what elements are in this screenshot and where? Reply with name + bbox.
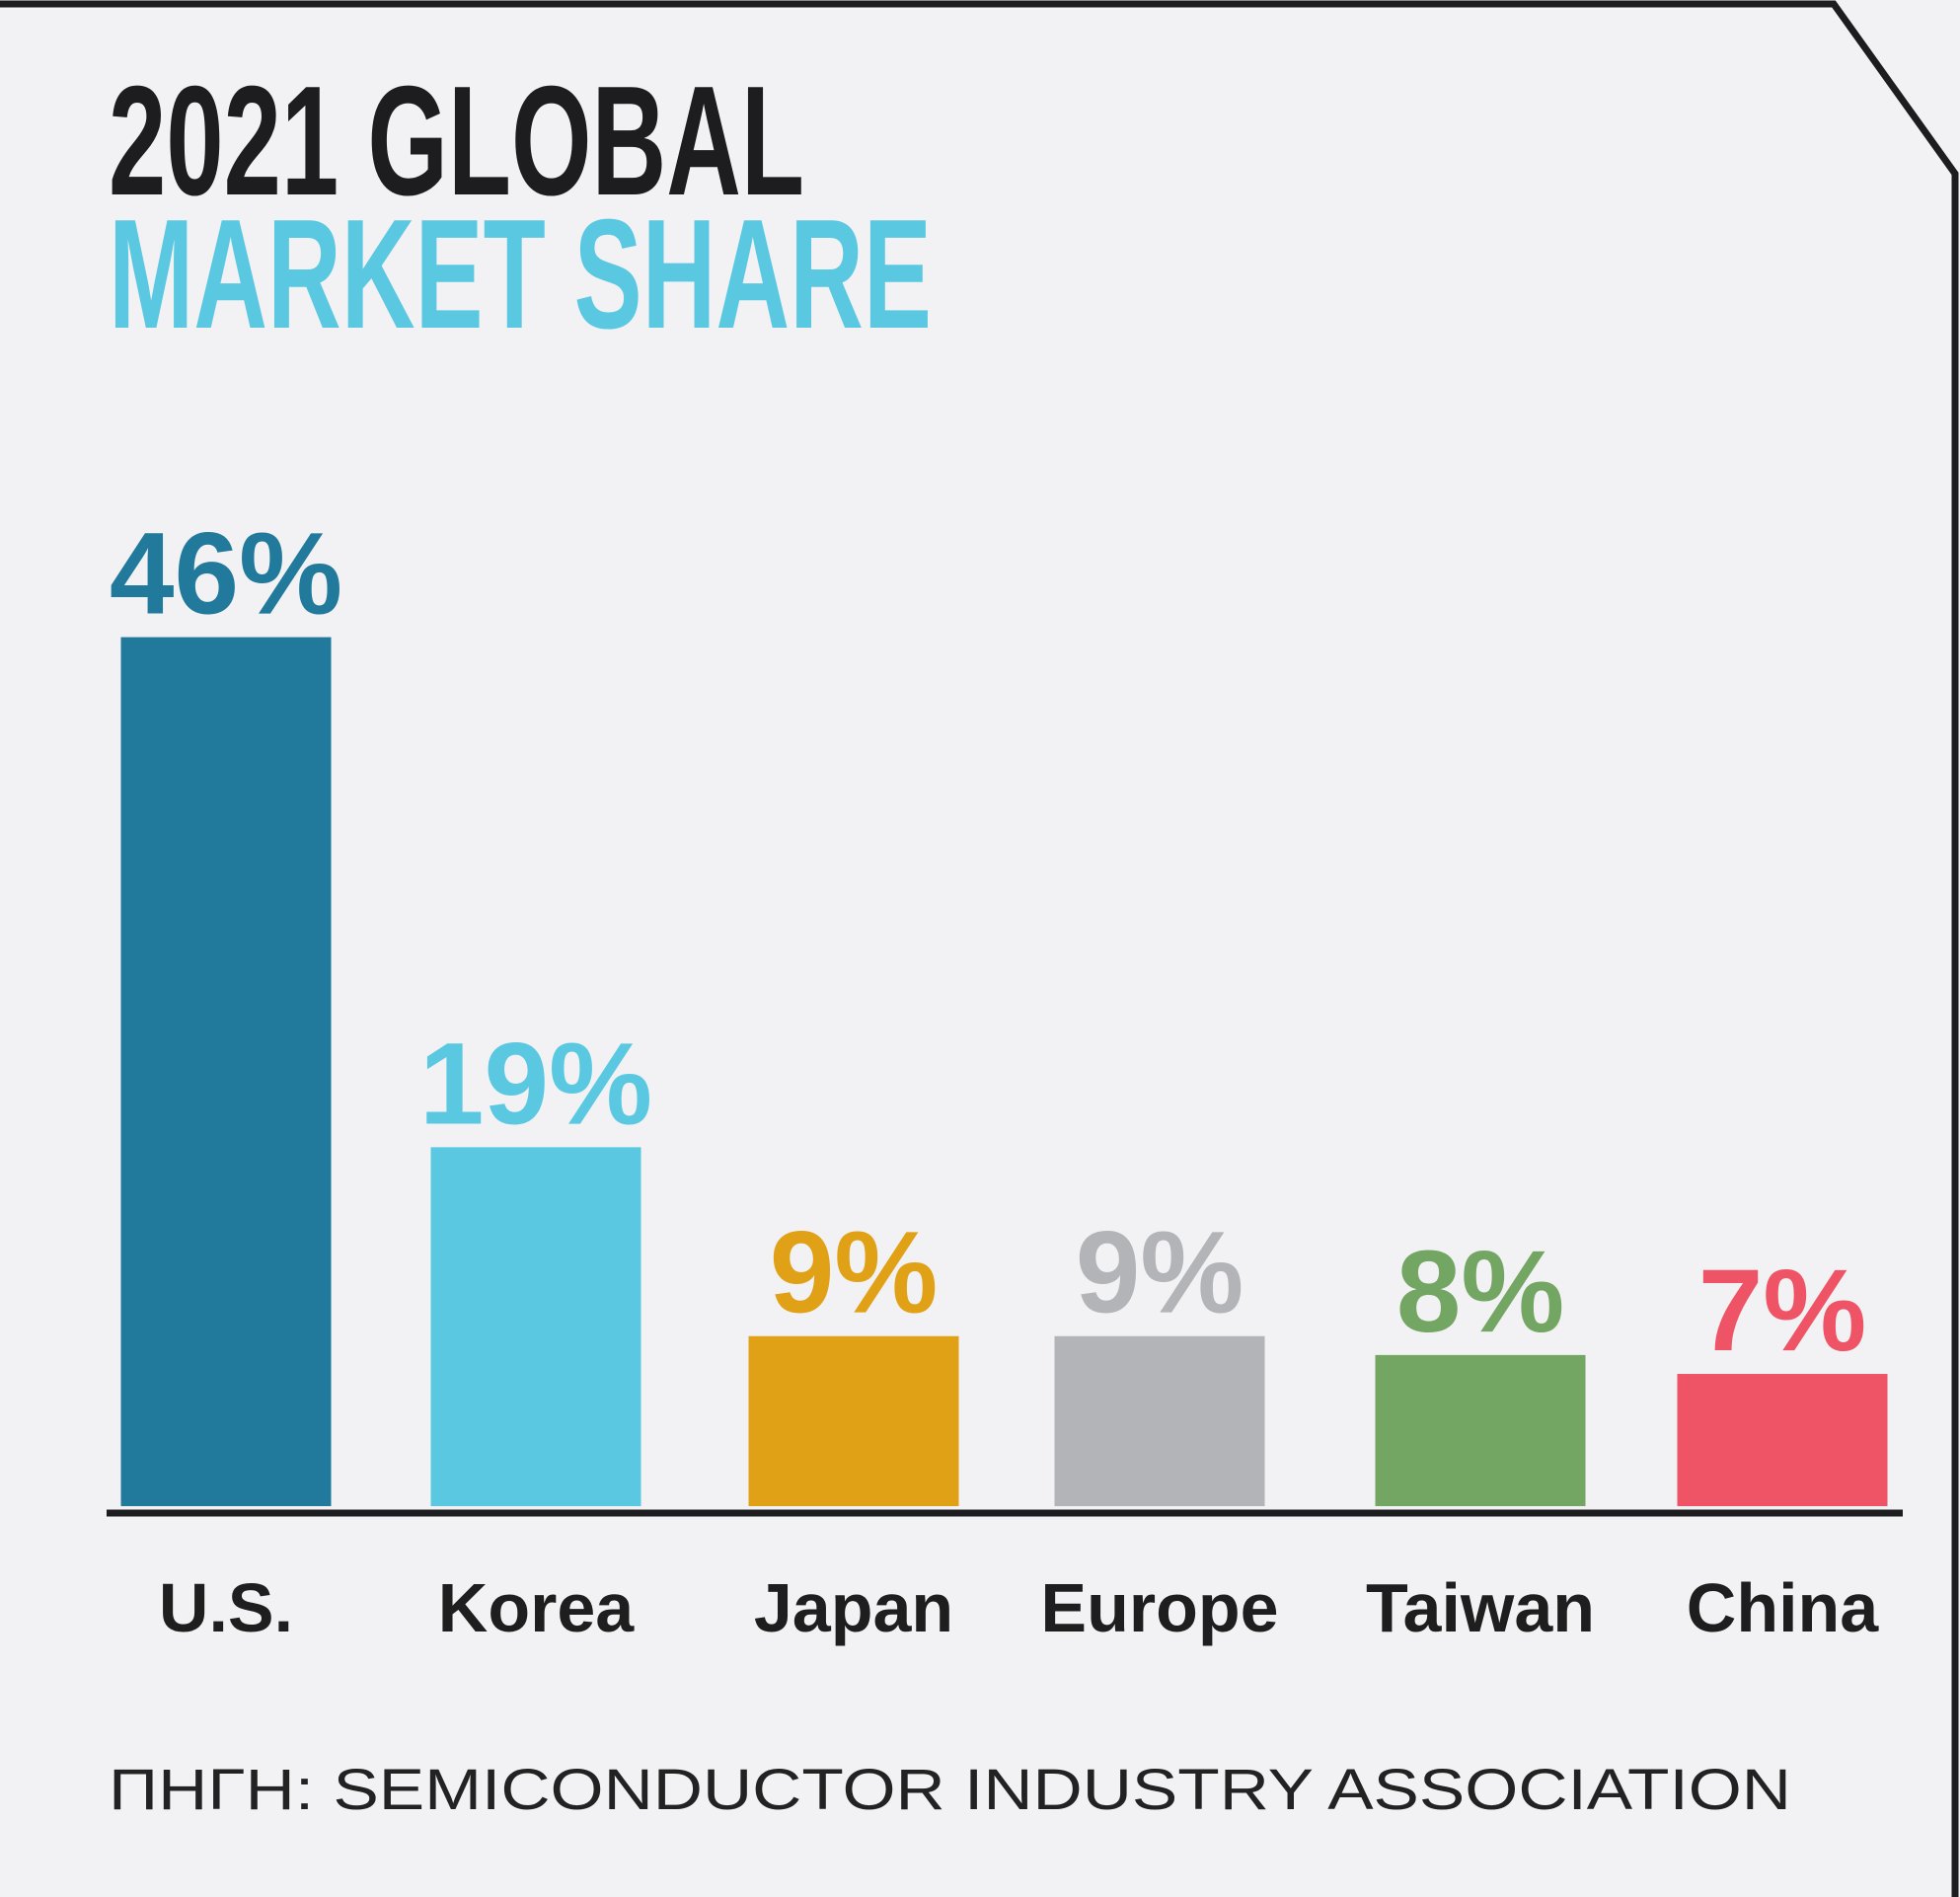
x-tick-label: Korea [438,1569,635,1646]
value-label: 7% [1698,1246,1867,1376]
bar [1375,1354,1586,1506]
bar [1054,1335,1265,1506]
value-label: 19% [419,1019,652,1149]
value-label: 9% [1076,1208,1244,1338]
chart-title: 2021 GLOBAL [109,54,804,228]
x-tick-label: Europe [1040,1569,1278,1646]
bar [1677,1374,1888,1506]
plot-area: 46% U.S. 19% Korea 9% Japan 9% Europe 8% Taiwan 7%… [110,509,1888,1646]
x-tick-label: China [1687,1569,1880,1646]
bar [748,1335,959,1506]
bar [120,637,332,1506]
chart-subtitle: MARKET SHARE [109,188,932,361]
source-note: ΠΗΓΗ: SEMICONDUCTOR INDUSTRY ASSOCIATION [109,1758,1791,1822]
bar [430,1147,641,1506]
value-label: 9% [770,1208,939,1338]
x-tick-label: U.S. [159,1569,293,1646]
value-label: 46% [110,509,342,640]
value-label: 8% [1396,1227,1565,1357]
x-tick-label: Taiwan [1366,1569,1595,1646]
x-tick-label: Japan [754,1569,953,1646]
